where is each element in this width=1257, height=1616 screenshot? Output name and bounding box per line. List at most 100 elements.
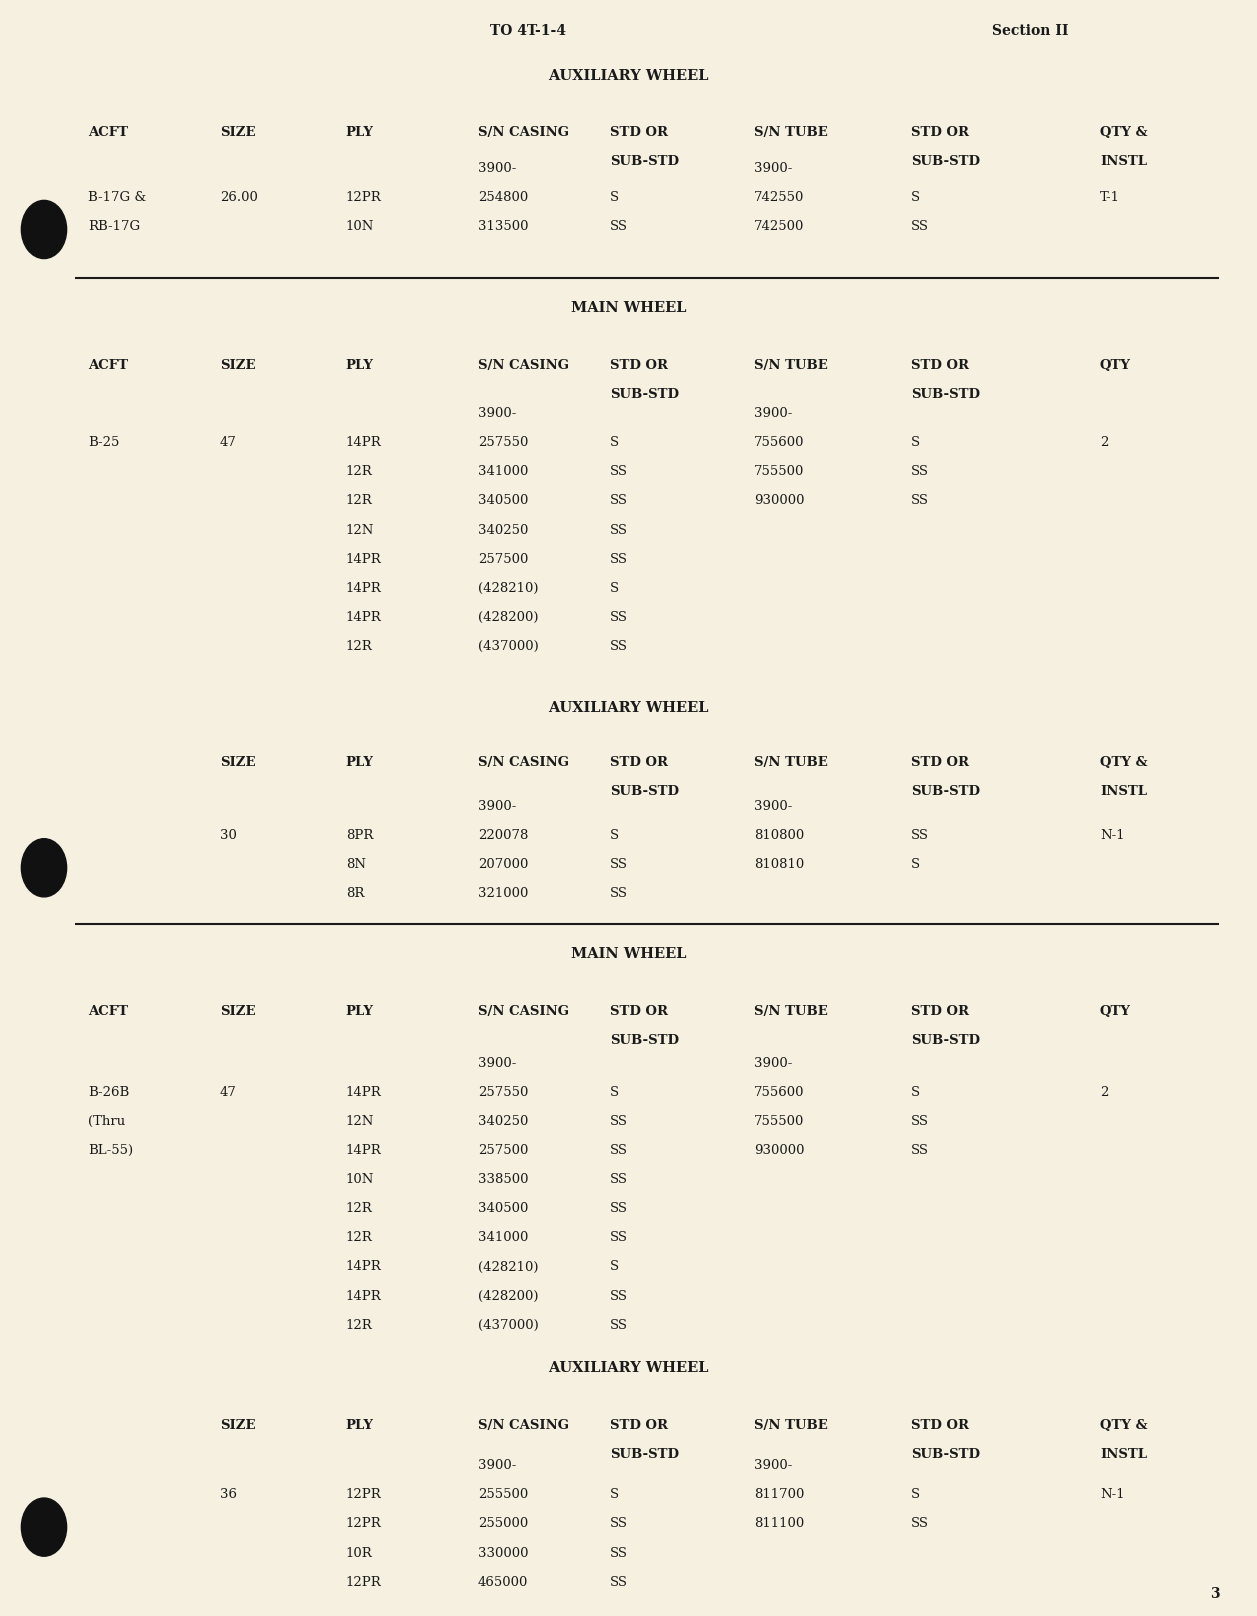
Text: 14PR: 14PR bbox=[346, 1290, 381, 1302]
Text: 14PR: 14PR bbox=[346, 1144, 381, 1157]
Text: ACFT: ACFT bbox=[88, 1005, 128, 1018]
Text: AUXILIARY WHEEL: AUXILIARY WHEEL bbox=[548, 701, 709, 716]
Circle shape bbox=[21, 839, 67, 897]
Text: S/N CASING: S/N CASING bbox=[478, 1005, 568, 1018]
Text: 12PR: 12PR bbox=[346, 191, 381, 204]
Text: SS: SS bbox=[610, 1202, 627, 1215]
Text: 14PR: 14PR bbox=[346, 611, 381, 624]
Text: S: S bbox=[610, 1260, 618, 1273]
Text: SS: SS bbox=[610, 1576, 627, 1589]
Text: BL-55): BL-55) bbox=[88, 1144, 133, 1157]
Text: 3900-: 3900- bbox=[754, 162, 793, 175]
Text: (428210): (428210) bbox=[478, 1260, 538, 1273]
Text: 755600: 755600 bbox=[754, 436, 804, 449]
Text: (Thru: (Thru bbox=[88, 1115, 126, 1128]
Text: SS: SS bbox=[610, 887, 627, 900]
Text: 340250: 340250 bbox=[478, 524, 528, 537]
Text: STD OR: STD OR bbox=[610, 1419, 667, 1432]
Text: 12R: 12R bbox=[346, 640, 372, 653]
Text: 340500: 340500 bbox=[478, 494, 528, 507]
Text: SUB-STD: SUB-STD bbox=[911, 785, 980, 798]
Text: 341000: 341000 bbox=[478, 465, 528, 478]
Text: S/N TUBE: S/N TUBE bbox=[754, 359, 828, 372]
Text: 3900-: 3900- bbox=[754, 1057, 793, 1070]
Circle shape bbox=[21, 1498, 67, 1556]
Text: QTY &: QTY & bbox=[1100, 126, 1148, 139]
Text: 257500: 257500 bbox=[478, 1144, 528, 1157]
Text: INSTL: INSTL bbox=[1100, 155, 1146, 168]
Text: 3900-: 3900- bbox=[754, 407, 793, 420]
Text: SS: SS bbox=[610, 611, 627, 624]
Text: 10N: 10N bbox=[346, 220, 375, 233]
Text: 755500: 755500 bbox=[754, 1115, 804, 1128]
Text: 465000: 465000 bbox=[478, 1576, 528, 1589]
Text: SS: SS bbox=[610, 1517, 627, 1530]
Text: S: S bbox=[610, 1086, 618, 1099]
Text: 340500: 340500 bbox=[478, 1202, 528, 1215]
Text: 14PR: 14PR bbox=[346, 553, 381, 566]
Text: SS: SS bbox=[610, 1173, 627, 1186]
Text: 3900-: 3900- bbox=[478, 800, 517, 813]
Text: SS: SS bbox=[610, 1290, 627, 1302]
Text: QTY &: QTY & bbox=[1100, 1419, 1148, 1432]
Text: 321000: 321000 bbox=[478, 887, 528, 900]
Text: S/N TUBE: S/N TUBE bbox=[754, 126, 828, 139]
Text: 8PR: 8PR bbox=[346, 829, 373, 842]
Text: PLY: PLY bbox=[346, 1419, 373, 1432]
Text: SS: SS bbox=[911, 1517, 929, 1530]
Text: 12R: 12R bbox=[346, 1231, 372, 1244]
Text: B-25: B-25 bbox=[88, 436, 119, 449]
Text: SS: SS bbox=[610, 465, 627, 478]
Text: S/N CASING: S/N CASING bbox=[478, 359, 568, 372]
Text: STD OR: STD OR bbox=[610, 126, 667, 139]
Text: S/N CASING: S/N CASING bbox=[478, 756, 568, 769]
Text: S/N TUBE: S/N TUBE bbox=[754, 756, 828, 769]
Text: B-26B: B-26B bbox=[88, 1086, 129, 1099]
Text: S: S bbox=[911, 858, 920, 871]
Text: 3900-: 3900- bbox=[478, 1459, 517, 1472]
Text: (428200): (428200) bbox=[478, 1290, 538, 1302]
Text: 12R: 12R bbox=[346, 1202, 372, 1215]
Text: S/N TUBE: S/N TUBE bbox=[754, 1419, 828, 1432]
Text: SS: SS bbox=[610, 858, 627, 871]
Text: 47: 47 bbox=[220, 436, 236, 449]
Text: INSTL: INSTL bbox=[1100, 785, 1146, 798]
Text: 930000: 930000 bbox=[754, 494, 804, 507]
Text: S: S bbox=[610, 191, 618, 204]
Text: 811100: 811100 bbox=[754, 1517, 804, 1530]
Text: 14PR: 14PR bbox=[346, 436, 381, 449]
Text: N-1: N-1 bbox=[1100, 829, 1125, 842]
Text: B-17G &: B-17G & bbox=[88, 191, 146, 204]
Text: SS: SS bbox=[610, 553, 627, 566]
Text: SS: SS bbox=[610, 1231, 627, 1244]
Text: 12PR: 12PR bbox=[346, 1488, 381, 1501]
Text: 14PR: 14PR bbox=[346, 1260, 381, 1273]
Text: 255000: 255000 bbox=[478, 1517, 528, 1530]
Text: SS: SS bbox=[610, 494, 627, 507]
Text: SS: SS bbox=[911, 829, 929, 842]
Text: STD OR: STD OR bbox=[610, 359, 667, 372]
Text: S/N CASING: S/N CASING bbox=[478, 1419, 568, 1432]
Text: 14PR: 14PR bbox=[346, 582, 381, 595]
Text: SS: SS bbox=[610, 1547, 627, 1559]
Text: SIZE: SIZE bbox=[220, 126, 255, 139]
Text: QTY: QTY bbox=[1100, 359, 1131, 372]
Text: ACFT: ACFT bbox=[88, 126, 128, 139]
Text: 12R: 12R bbox=[346, 465, 372, 478]
Text: S: S bbox=[911, 1488, 920, 1501]
Text: SS: SS bbox=[610, 524, 627, 537]
Text: 36: 36 bbox=[220, 1488, 238, 1501]
Text: SS: SS bbox=[610, 220, 627, 233]
Text: 2: 2 bbox=[1100, 1086, 1109, 1099]
Text: SS: SS bbox=[610, 1319, 627, 1332]
Text: STD OR: STD OR bbox=[911, 1005, 969, 1018]
Text: SS: SS bbox=[911, 1115, 929, 1128]
Text: STD OR: STD OR bbox=[911, 126, 969, 139]
Text: S: S bbox=[610, 1488, 618, 1501]
Text: SUB-STD: SUB-STD bbox=[610, 155, 679, 168]
Text: PLY: PLY bbox=[346, 1005, 373, 1018]
Text: 14PR: 14PR bbox=[346, 1086, 381, 1099]
Text: SS: SS bbox=[610, 640, 627, 653]
Text: 341000: 341000 bbox=[478, 1231, 528, 1244]
Circle shape bbox=[21, 200, 67, 259]
